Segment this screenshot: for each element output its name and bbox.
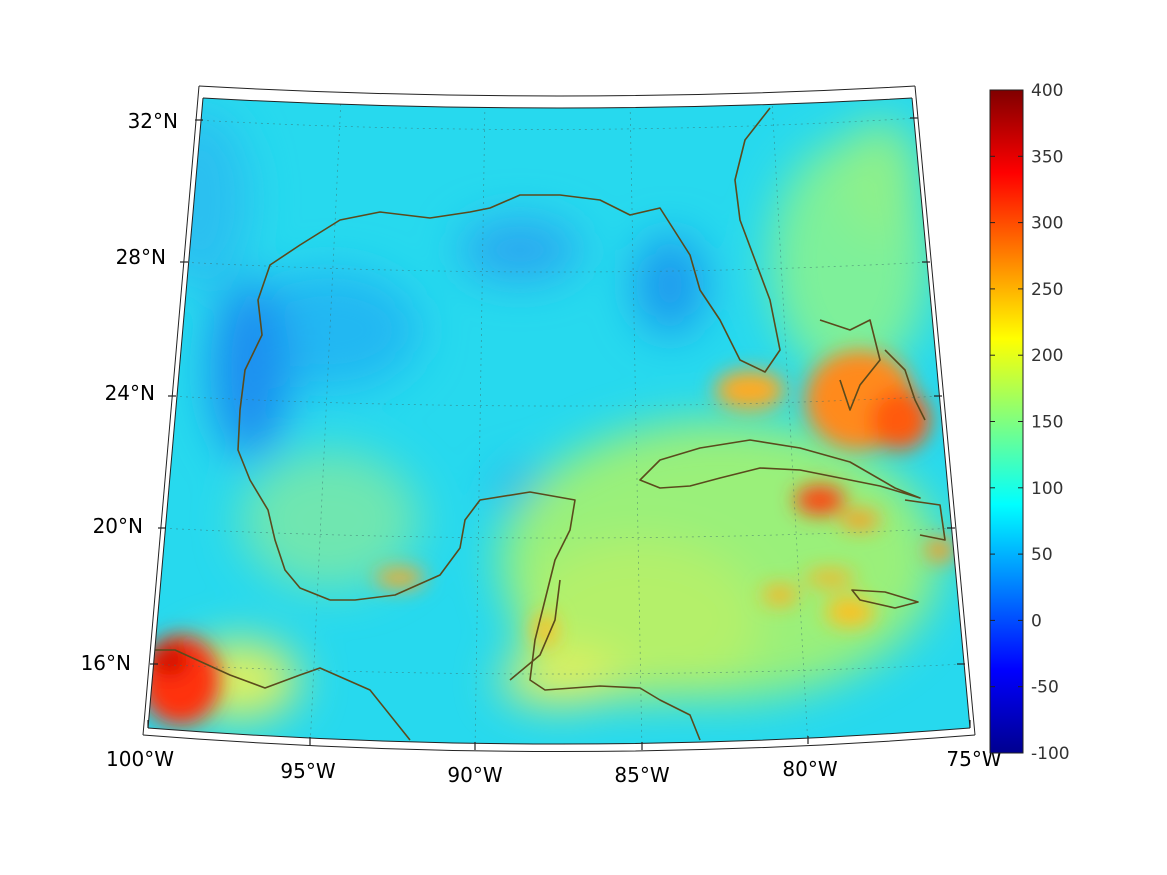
gridline-lat-28 [179,261,931,273]
colorbar-tick-label: 0 [1031,611,1042,631]
gridline-lat-20 [157,527,956,539]
colorbar-tick-label: -100 [1031,744,1070,764]
colorbar-tick-label: 250 [1031,280,1063,300]
gulf-coastline [150,107,781,741]
latitude-labels: 32°N 28°N 24°N 20°N 16°N [81,109,178,675]
colorbar-tick-label: 150 [1031,413,1063,433]
bahamas-coastline [819,319,926,421]
central-america-coastline [509,579,561,681]
lat-label-32: 32°N [128,109,178,133]
lon-label-95: 95°W [280,759,335,783]
colorbar-gradient [989,89,1024,754]
cuba-coastline [639,439,921,499]
hispaniola-coastline [904,499,946,541]
map-data-field [148,98,970,744]
gridline-lon-90 [474,99,486,744]
lon-label-85: 85°W [614,763,669,787]
jamaica-coastline [851,589,919,609]
lon-label-90: 90°W [447,763,502,787]
gridline-lat-16 [149,663,966,675]
lat-label-16: 16°N [81,651,131,675]
lon-label-100: 100°W [106,747,174,771]
gridlines [149,98,966,744]
colorbar-tick-label: 200 [1031,346,1063,366]
colorbar-tick-label: 50 [1031,545,1053,565]
colorbar-ticks: 400 350 300 250 200 150 100 50 0 -50 -100 [990,81,1070,764]
colorbar-tick-label: 400 [1031,81,1063,101]
colorbar: 400 350 300 250 200 150 100 50 0 -50 -100 [989,81,1070,764]
lon-label-80: 80°W [782,757,837,781]
colorbar-tick-label: 350 [1031,147,1063,167]
coastlines [150,107,946,741]
lat-label-24: 24°N [105,381,155,405]
lat-label-28: 28°N [116,245,166,269]
colorbar-tick-label: -50 [1031,678,1059,698]
colorbar-tick-label: 100 [1031,479,1063,499]
map-ticks [147,117,971,750]
longitude-labels: 100°W 95°W 90°W 85°W 80°W 75°W [106,747,1002,787]
lat-label-20: 20°N [93,514,143,538]
gridline-lon-95 [309,98,342,744]
gridline-lon-85 [629,99,643,744]
map-frame [142,85,976,752]
gridline-lat-32 [194,117,919,130]
colorbar-tick-label: 300 [1031,214,1063,234]
